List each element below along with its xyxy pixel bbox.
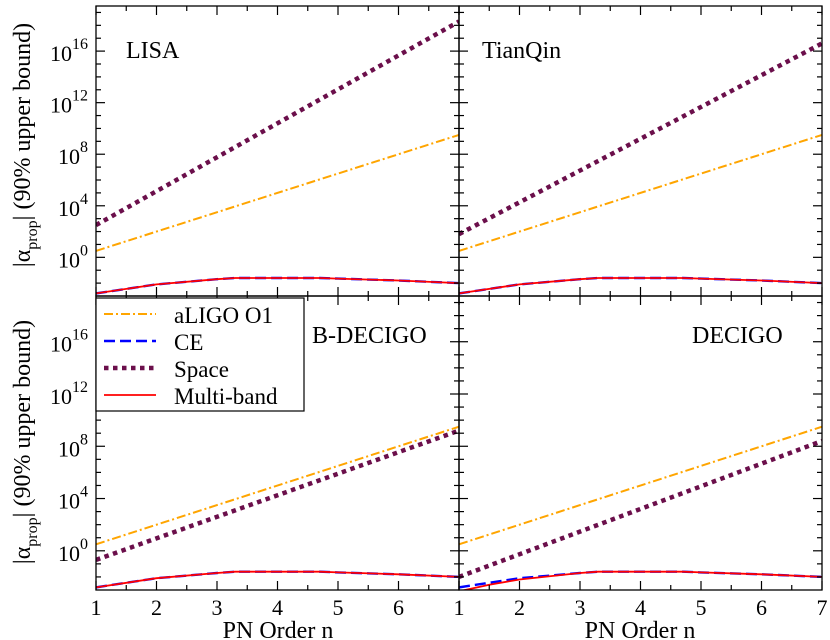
y-axis-label-top: |αprop| (90% upper bound) — [10, 23, 41, 267]
y-axis-label-bottom-sub: prop — [24, 517, 41, 546]
y-tick-label: 1012 — [50, 88, 88, 118]
y-tick-label: 100 — [58, 242, 88, 272]
y-tick-label-exp: 12 — [72, 379, 88, 396]
y-tick-label: 100 — [58, 536, 88, 566]
x-axis-label-right: PN Order n — [585, 618, 696, 640]
y-tick-label-base: 10 — [58, 247, 80, 272]
series-space-tianqin — [459, 41, 822, 237]
y-tick-label-exp: 4 — [80, 484, 88, 501]
x-tick-label: 4 — [272, 595, 283, 620]
x-tick-label: 3 — [212, 595, 223, 620]
x-tick-label: 5 — [696, 595, 707, 620]
y-axis-label-bottom-rest: (90% upper bound) — [10, 320, 36, 513]
y-tick-label: 1016 — [50, 327, 88, 357]
series-multiband-tianqin — [459, 277, 822, 295]
y-tick-label-exp: 16 — [72, 327, 88, 344]
legend-label-aligo: aLIGO O1 — [174, 303, 273, 328]
panel-title-tianqin: TianQin — [482, 38, 561, 64]
y-axis-label-bottom-abs-right: | — [10, 513, 36, 518]
y-tick-label: 104 — [58, 191, 88, 221]
panel-lisa — [96, 19, 459, 295]
panel-title-decigo: DECIGO — [692, 323, 783, 349]
x-tick-label: 6 — [393, 595, 404, 620]
y-axis-label-bottom-abs: |α — [10, 546, 36, 564]
y-tick-label-base: 10 — [50, 41, 72, 66]
y-axis-label-bottom: |αprop| (90% upper bound) — [10, 320, 41, 564]
series-space-bdecigo — [96, 428, 459, 563]
y-tick-label-exp: 0 — [80, 536, 88, 553]
y-tick-label: 104 — [58, 484, 88, 514]
series-aligo-tianqin — [459, 133, 822, 252]
panels-layer — [96, 19, 822, 590]
y-tick-label-base: 10 — [58, 489, 80, 514]
legend-label-ce: CE — [174, 330, 203, 355]
y-tick-label-exp: 8 — [80, 431, 88, 448]
series-aligo-decigo — [459, 425, 822, 546]
y-tick-label-exp: 4 — [80, 191, 88, 208]
legend-label-multiband: Multi-band — [174, 384, 278, 409]
y-axis-label-top-sub: prop — [24, 220, 41, 249]
y-tick-label-base: 10 — [50, 384, 72, 409]
x-axis-label-left: PN Order n — [223, 618, 334, 640]
y-axis-label-top-abs: |α — [10, 249, 36, 267]
y-tick-label: 108 — [58, 139, 88, 169]
x-tick-label: 3 — [575, 595, 586, 620]
panel-title-lisa: LISA — [126, 38, 180, 64]
y-tick-label-base: 10 — [58, 196, 80, 221]
panel-title-bdecigo: B-DECIGO — [312, 323, 427, 349]
y-tick-label-exp: 8 — [80, 139, 88, 156]
series-multiband-lisa — [96, 277, 459, 295]
series-multiband-bdecigo — [96, 570, 459, 589]
y-tick-label: 1012 — [50, 379, 88, 409]
legend: aLIGO O1 CE Space Multi-band — [95, 297, 305, 412]
y-tick-label-exp: 16 — [72, 36, 88, 53]
panel-decigo — [459, 425, 822, 590]
x-tick-label: 5 — [333, 595, 344, 620]
panel-bdecigo — [96, 425, 459, 589]
x-tick-label: 1 — [91, 595, 102, 620]
x-tick-label: 2 — [514, 595, 525, 620]
y-tick-label: 1016 — [50, 36, 88, 66]
x-tick-label: 7 — [817, 595, 828, 620]
y-tick-label: 108 — [58, 431, 88, 461]
y-tick-label-exp: 12 — [72, 88, 88, 105]
y-tick-label-base: 10 — [50, 332, 72, 357]
y-tick-label-base: 10 — [58, 436, 80, 461]
series-space-decigo — [459, 438, 822, 580]
legend-box — [95, 297, 305, 412]
x-tick-label: 2 — [151, 595, 162, 620]
y-tick-label-base: 10 — [58, 144, 80, 169]
y-axis-label-top-rest: (90% upper bound) — [10, 23, 36, 216]
series-multiband-decigo — [460, 570, 822, 590]
x-tick-label: 4 — [635, 595, 646, 620]
series-aligo-lisa — [96, 133, 459, 252]
x-tick-label: 6 — [756, 595, 767, 620]
panel-tianqin — [459, 41, 822, 295]
series-aligo-bdecigo — [96, 425, 459, 546]
series-space-lisa — [96, 19, 459, 228]
legend-label-space: Space — [174, 357, 229, 382]
y-tick-label-base: 10 — [50, 93, 72, 118]
y-tick-label-base: 10 — [58, 541, 80, 566]
y-tick-label-exp: 0 — [80, 242, 88, 259]
y-axis-label-top-abs-right: | — [10, 216, 36, 221]
x-tick-label: 1 — [454, 595, 465, 620]
